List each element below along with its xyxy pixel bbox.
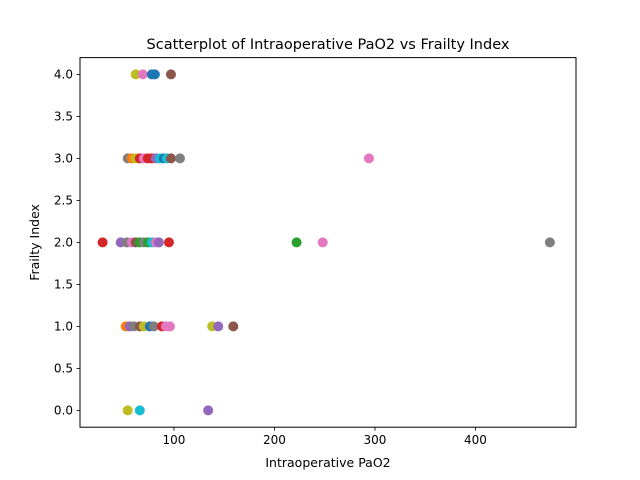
data-point-32 [317, 237, 328, 248]
data-point-48 [134, 405, 145, 416]
x-tick-label-0: 100 [163, 433, 186, 447]
y-tick-label-6: 3.0 [54, 152, 73, 166]
x-tick-label-1: 200 [263, 433, 286, 447]
data-point-30 [163, 237, 174, 248]
y-tick-label-8: 4.0 [54, 68, 73, 82]
data-point-46 [228, 321, 239, 332]
data-point-29 [153, 237, 164, 248]
y-tick-label-2: 1.0 [54, 320, 73, 334]
data-point-40 [148, 321, 159, 332]
data-point-16 [165, 153, 176, 164]
data-point-49 [203, 405, 214, 416]
y-tick-label-3: 1.5 [54, 278, 73, 292]
data-point-45 [213, 321, 224, 332]
data-point-31 [291, 237, 302, 248]
data-point-17 [175, 153, 185, 164]
y-axis-ticks: 0.0 0.5 1.0 1.5 2.0 2.5 3.0 3.5 4.0 [54, 68, 80, 418]
y-tick-label-7: 3.5 [54, 110, 73, 124]
data-point-4 [165, 69, 176, 80]
x-axis-ticks: 100 200 300 400 [163, 427, 487, 447]
y-tick-label-1: 0.5 [54, 362, 73, 376]
x-tick-label-3: 400 [464, 433, 487, 447]
y-axis-label: Frailty Index [27, 204, 42, 281]
x-tick-label-2: 300 [364, 433, 387, 447]
data-point-3 [149, 69, 160, 80]
data-point-33 [544, 237, 555, 248]
y-tick-label-4: 2.0 [54, 236, 73, 250]
x-axis-label: Intraoperative PaO2 [265, 455, 390, 470]
data-point-43 [164, 321, 175, 332]
data-point-0 [130, 69, 141, 80]
data-point-1 [137, 69, 148, 80]
y-tick-label-0: 0.0 [54, 404, 73, 418]
data-point-18 [363, 153, 374, 164]
points-layer [97, 69, 555, 416]
y-tick-label-5: 2.5 [54, 194, 73, 208]
data-point-47 [122, 405, 133, 416]
data-point-19 [97, 237, 108, 248]
chart-title: Scatterplot of Intraoperative PaO2 vs Fr… [147, 37, 510, 53]
